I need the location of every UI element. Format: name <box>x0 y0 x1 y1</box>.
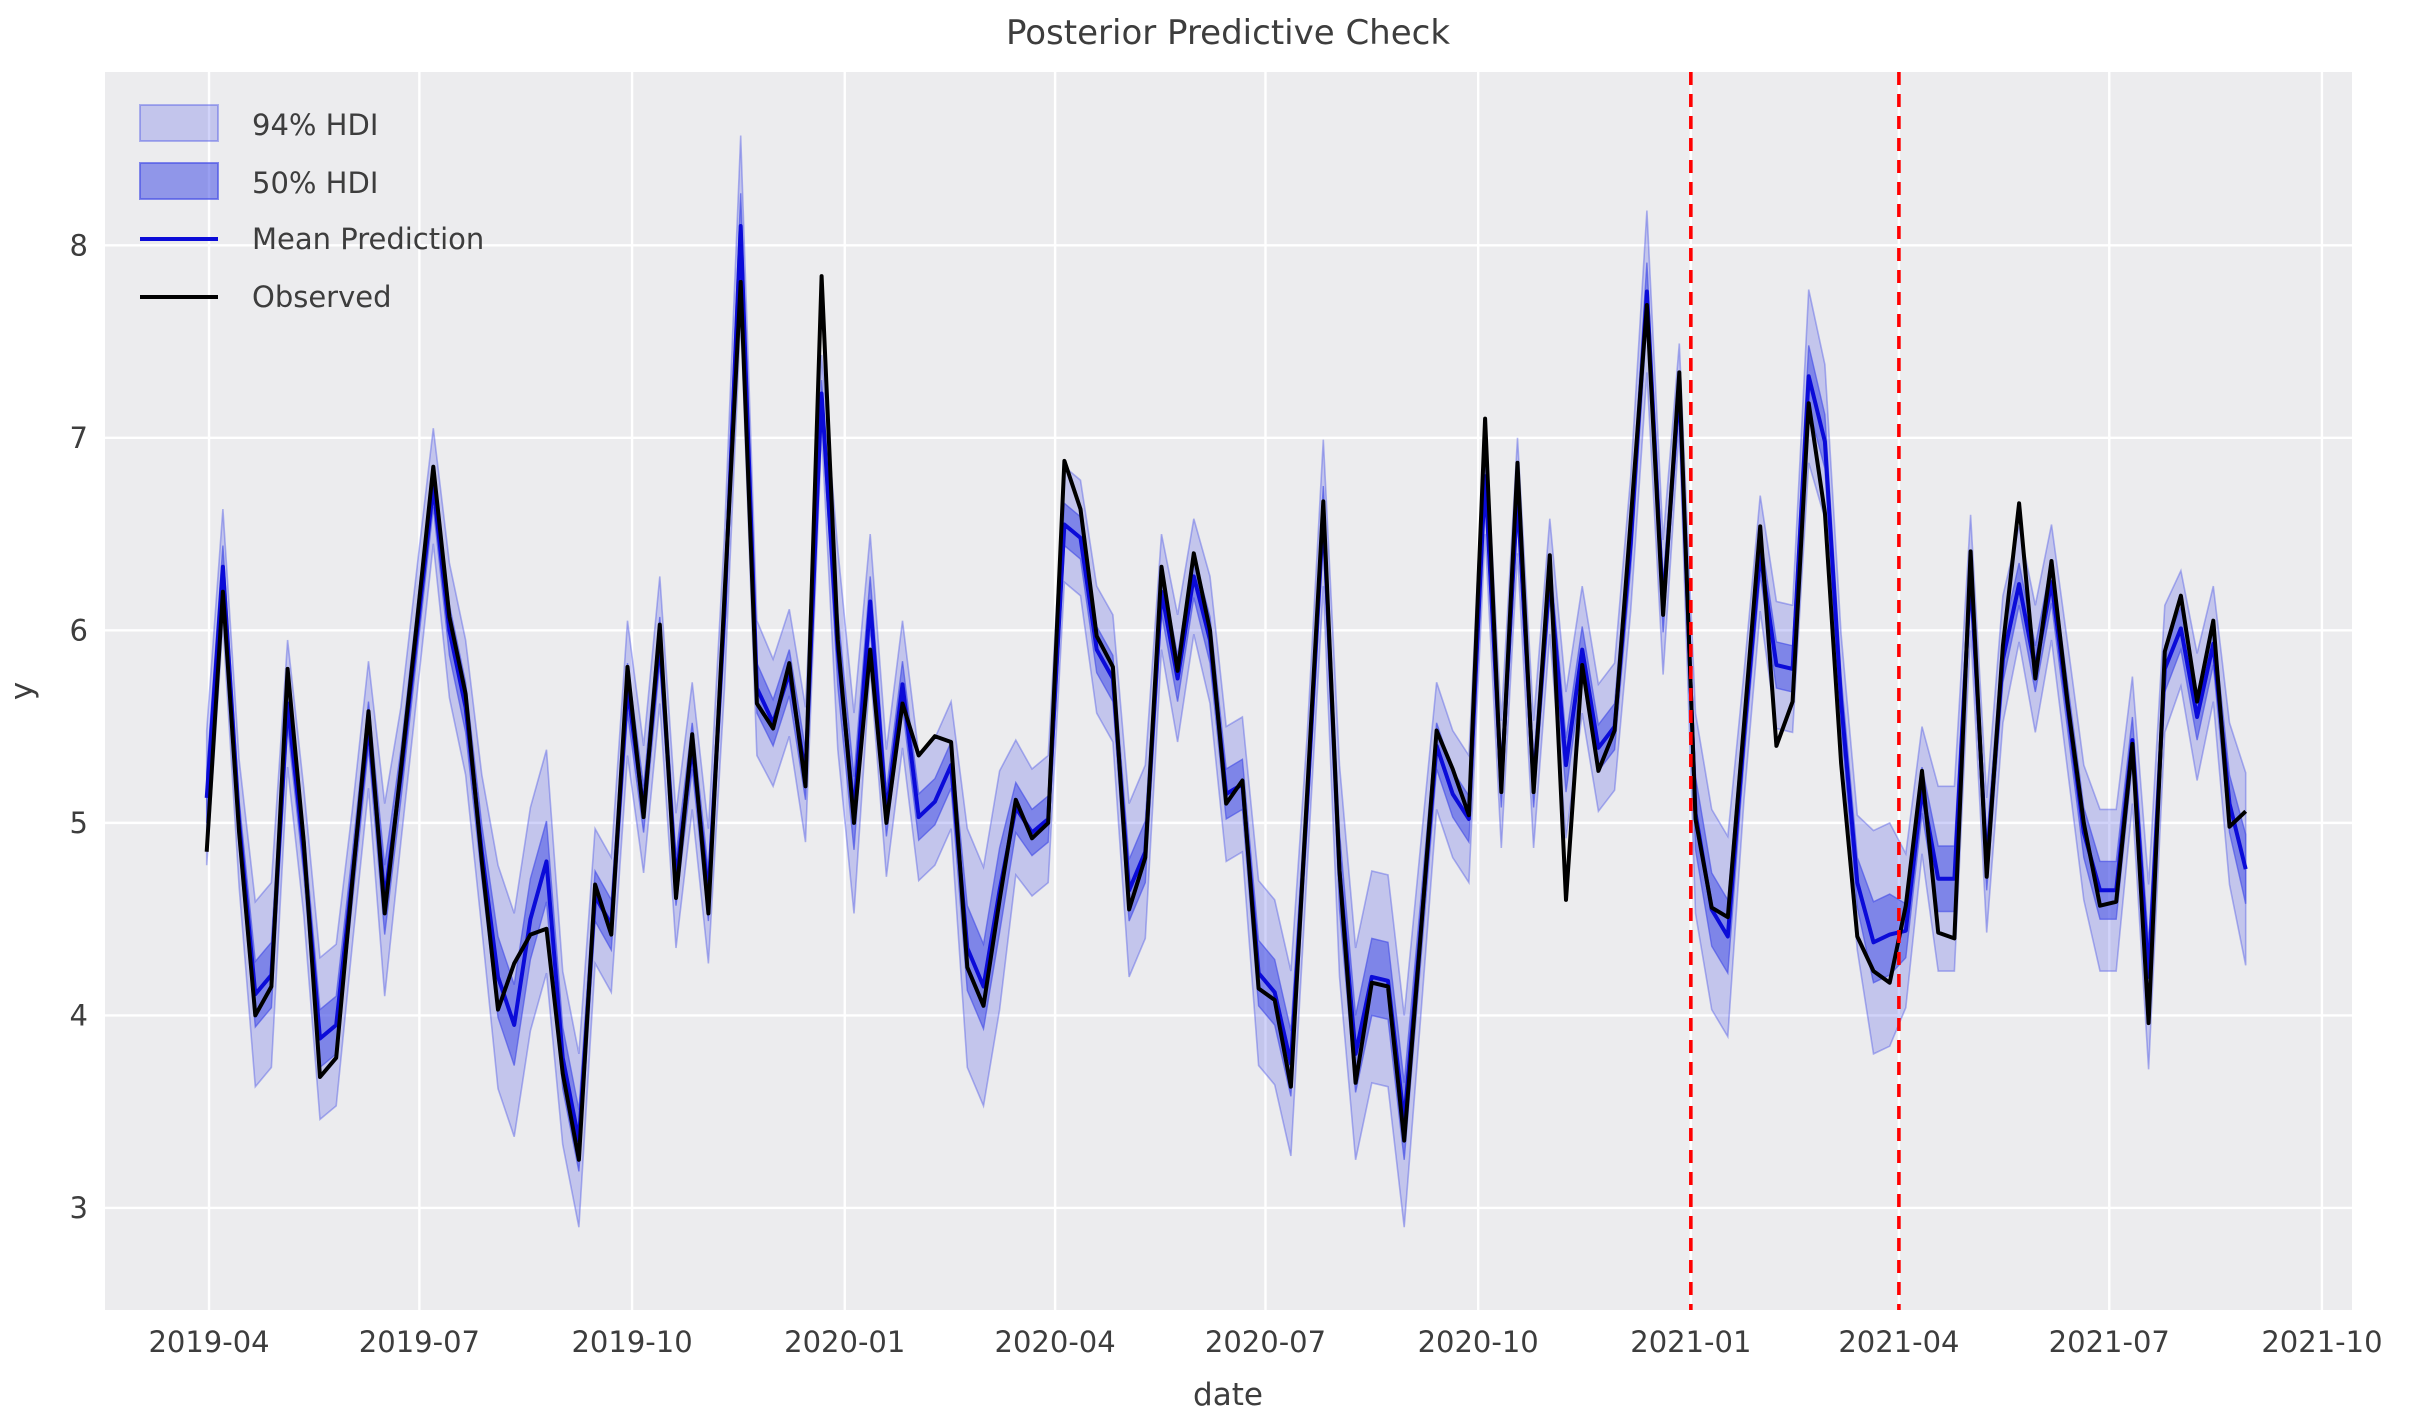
legend: 94% HDI 50% HDI Mean Prediction Observed <box>139 104 484 314</box>
y-tick-label: 7 <box>70 421 88 455</box>
x-tick-label: 2021-04 <box>1838 1325 1959 1359</box>
x-tick-label: 2020-10 <box>1418 1325 1539 1359</box>
legend-label-mean: Mean Prediction <box>252 222 484 256</box>
y-tick-label: 8 <box>70 228 88 262</box>
tick-label-layer: 2019-04 2019-07 2019-10 2020-01 2020-04 2020-… <box>70 228 2383 1359</box>
x-axis-label: date <box>1193 1377 1263 1413</box>
legend-label-observed: Observed <box>252 280 392 314</box>
axes-area <box>105 72 2352 1310</box>
legend-swatch-94hdi-patch <box>139 104 219 142</box>
legend-label-94hdi: 94% HDI <box>252 108 378 142</box>
y-tick-label: 5 <box>70 806 88 840</box>
x-tick-label: 2021-01 <box>1630 1325 1751 1359</box>
x-tick-label: 2020-01 <box>784 1325 905 1359</box>
legend-label-50hdi: 50% HDI <box>252 166 378 200</box>
x-tick-label: 2019-04 <box>148 1325 269 1359</box>
data-layer <box>204 135 2248 1228</box>
y-axis-label: y <box>4 682 40 700</box>
x-tick-label: 2020-04 <box>995 1325 1116 1359</box>
x-tick-label: 2021-10 <box>2261 1325 2382 1359</box>
y-tick-label: 4 <box>70 998 88 1032</box>
x-tick-label: 2021-07 <box>2049 1325 2170 1359</box>
observed-line <box>204 274 2248 1162</box>
y-tick-label: 3 <box>70 1191 88 1225</box>
y-tick-label: 6 <box>70 613 88 647</box>
annotation-layer <box>1689 72 1901 1310</box>
axes-background-layer <box>105 72 2352 1310</box>
x-tick-label: 2020-07 <box>1205 1325 1326 1359</box>
grid-layer <box>105 72 2352 1310</box>
legend-swatch-50hdi-patch <box>139 162 219 200</box>
chart-title: Posterior Predictive Check <box>1006 13 1450 53</box>
x-tick-label: 2019-07 <box>359 1325 480 1359</box>
x-tick-label: 2019-10 <box>571 1325 692 1359</box>
